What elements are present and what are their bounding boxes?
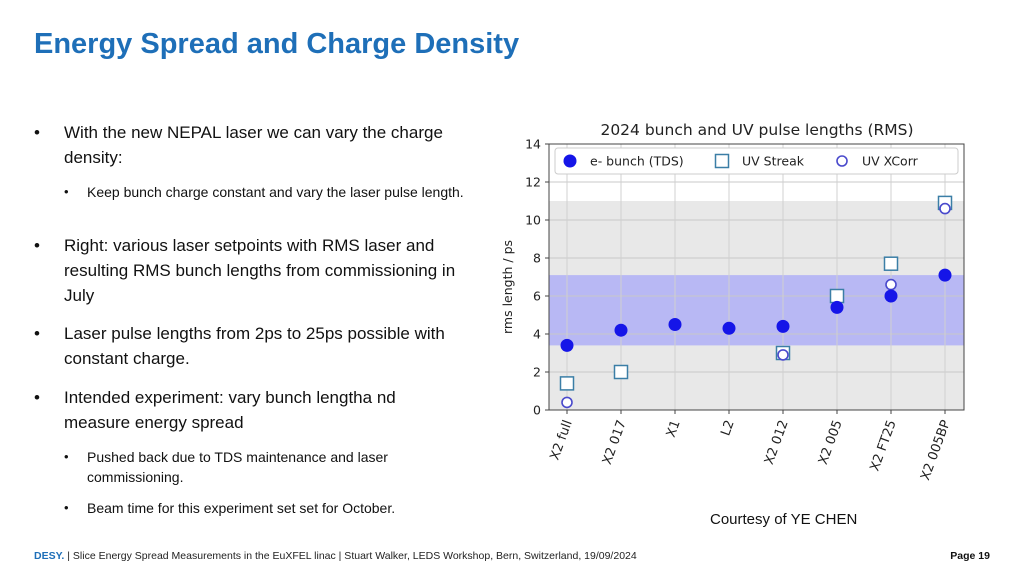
x-tick-label: X2 full bbox=[548, 418, 576, 462]
legend-label: e- bunch (TDS) bbox=[590, 154, 684, 169]
legend-label: UV XCorr bbox=[862, 154, 919, 169]
y-tick-label: 12 bbox=[525, 175, 541, 190]
shaded-band bbox=[549, 275, 964, 346]
y-tick-label: 4 bbox=[533, 327, 541, 342]
y-tick-label: 10 bbox=[525, 213, 541, 228]
chart-title: 2024 bunch and UV pulse lengths (RMS) bbox=[600, 121, 913, 139]
bullet-item: With the new NEPAL laser we can vary the… bbox=[34, 120, 459, 170]
plot-frame bbox=[548, 143, 965, 411]
y-axis-label: rms length / ps bbox=[500, 240, 515, 334]
x-tick-label: X2 012 bbox=[762, 418, 792, 466]
y-tick-label: 0 bbox=[533, 403, 541, 418]
legend-marker bbox=[563, 154, 577, 168]
y-tick-label: 14 bbox=[525, 137, 541, 152]
x-tick-label: X2 005BP bbox=[918, 418, 954, 482]
page-number: Page 19 bbox=[950, 550, 990, 562]
sub-bullet-item: Pushed back due to TDS maintenance and l… bbox=[64, 447, 474, 487]
x-tick-label: X2 FT25 bbox=[868, 418, 900, 473]
desy-logo-text: DESY. bbox=[34, 550, 65, 562]
data-point-filled-circle bbox=[614, 323, 628, 337]
slide-title: Energy Spread and Charge Density bbox=[34, 28, 520, 60]
x-tick-label: X2 005 bbox=[816, 418, 846, 466]
data-point-open-circle bbox=[939, 202, 951, 215]
data-point-filled-circle bbox=[884, 289, 898, 303]
data-point-filled-circle bbox=[938, 268, 952, 282]
legend: e- bunch (TDS) UV Streak UV XCorr bbox=[554, 147, 959, 175]
x-tick-label: X1 bbox=[664, 418, 684, 439]
data-point-open-square bbox=[613, 364, 629, 380]
footer-text: | Slice Energy Spread Measurements in th… bbox=[64, 550, 637, 562]
y-tick-label: 8 bbox=[533, 251, 541, 266]
data-point-filled-circle bbox=[668, 318, 682, 331]
data-point-open-circle bbox=[885, 278, 897, 291]
data-point-filled-circle bbox=[560, 338, 574, 352]
y-tick-label: 2 bbox=[533, 365, 541, 380]
bullet-item: Laser pulse lengths from 2ps to 25ps pos… bbox=[34, 321, 459, 371]
bullet-item: Intended experiment: vary bunch lengtha … bbox=[34, 385, 459, 435]
x-tick-label: X2 017 bbox=[600, 418, 630, 466]
legend-marker bbox=[836, 155, 848, 167]
legend-label: UV Streak bbox=[742, 154, 805, 169]
data-point-open-circle bbox=[777, 349, 789, 361]
data-point-open-circle bbox=[561, 396, 573, 409]
y-tick-label: 6 bbox=[533, 289, 541, 304]
courtesy-note: Courtesy of YE CHEN bbox=[710, 511, 858, 528]
data-point-open-square bbox=[883, 256, 899, 271]
data-point-filled-circle bbox=[830, 300, 844, 314]
legend-marker bbox=[714, 153, 730, 169]
data-point-filled-circle bbox=[722, 321, 736, 335]
sub-bullet-item: Beam time for this experiment set set fo… bbox=[64, 498, 474, 518]
legend-box bbox=[554, 147, 959, 175]
sub-bullet-item: Keep bunch charge constant and vary the … bbox=[64, 182, 474, 202]
x-tick-label: L2 bbox=[718, 418, 737, 438]
plot-area: 0 2 4 6 8 10 12 14 X2 full X2 017 X1 L2 X2 012 X2 005… bbox=[525, 137, 965, 482]
data-point-open-square bbox=[829, 288, 845, 304]
data-point-filled-circle bbox=[776, 319, 790, 333]
bullet-item: Right: various laser setpoints with RMS … bbox=[34, 233, 459, 308]
bunch-length-chart: 2024 bunch and UV pulse lengths (RMS) rm… bbox=[500, 121, 965, 482]
data-point-open-square bbox=[559, 376, 575, 391]
footer: DESY. | Slice Energy Spread Measurements… bbox=[34, 550, 637, 562]
